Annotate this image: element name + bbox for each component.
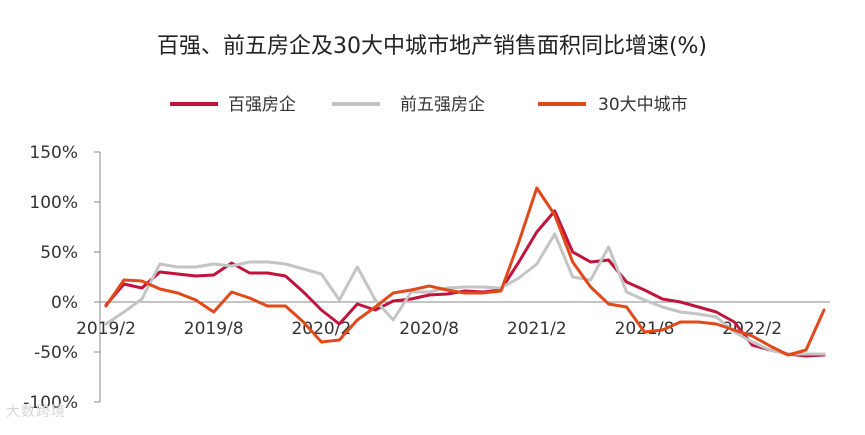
- y-tick-label: -50%: [34, 343, 78, 363]
- legend-label: 30大中城市: [598, 95, 688, 115]
- chart-legend: 百强房企 前五强房企 30大中城市: [170, 95, 688, 115]
- x-tick-label: 2020/8: [399, 319, 459, 339]
- x-tick-label: 2021/8: [615, 319, 675, 339]
- chart-axes: 150%100%50%0%-50%-100%2019/2 2019/8 2020/2…: [23, 143, 830, 413]
- chart-series-layer: [104, 186, 826, 358]
- y-tick-label: 100%: [29, 193, 78, 213]
- x-tick-label: 2021/2: [507, 319, 567, 339]
- watermark-text: 大数跨境: [6, 404, 66, 420]
- series-line-3: [104, 186, 826, 357]
- legend-label: 百强房企: [228, 95, 296, 115]
- x-tick-label: 2019/2: [76, 319, 136, 339]
- series-line-1: [104, 209, 826, 358]
- y-tick-label: 0%: [51, 293, 78, 313]
- y-tick-label: 150%: [29, 143, 78, 163]
- chart-title: 百强、前五房企及30大中城市地产销售面积同比增速(%): [157, 34, 707, 59]
- series-line-2: [104, 232, 826, 356]
- y-tick-label: 50%: [40, 243, 78, 263]
- y-tick-label: -100%: [23, 393, 78, 413]
- legend-label: 前五强房企: [400, 95, 485, 115]
- x-tick-label: 2019/8: [184, 319, 244, 339]
